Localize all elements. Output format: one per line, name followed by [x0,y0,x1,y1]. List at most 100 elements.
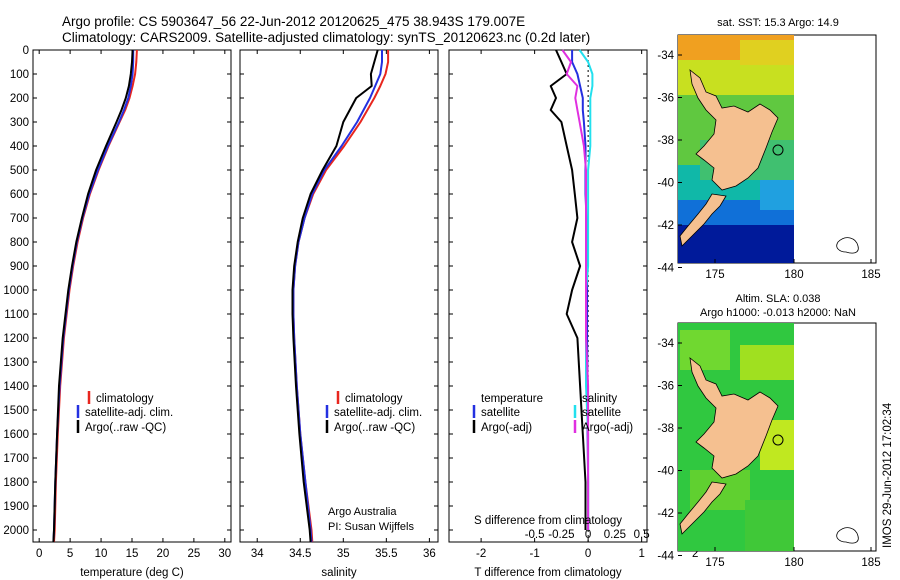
legend-label: satellite-adj. clim. [334,407,422,419]
sla-map-title-line2: Argo h1000: -0.013 h2000: NaN [700,307,856,319]
y-tick-label: 1600 [3,429,29,441]
nz-north-island [689,69,779,191]
top-x-tick-label: 0.5 [634,529,650,541]
legend-label: Argo(-adj) [582,422,633,434]
salinity-annotation-line2: PI: Susan Wijffels [328,521,414,533]
nz-north-island [689,357,779,479]
top-x-tick-label: 0.25 [604,529,626,541]
map-y-tick-label: -36 [657,93,674,105]
y-tick-label: 700 [10,213,29,225]
nz-south-island [679,193,727,247]
sst-map-axes: 175 180 185 -34 -36 -38 -40 -42 -44 [657,50,880,281]
legend-title-salinity: salinity [582,393,617,405]
map-x-tick-label: 180 [784,557,803,569]
x-tick-label: 2 [692,548,698,560]
x-tick-label: 34 [251,548,264,560]
top-x-tick-label: -0.25 [548,529,574,541]
series-line-satellite-adj-clim- [292,50,383,543]
legend-label: satellite-adj. clim. [85,407,173,419]
y-tick-label: 600 [10,189,29,201]
x-tick-label: -1 [530,548,540,560]
sla-heatmap-patch [740,345,794,380]
y-tick-label: 1000 [3,285,29,297]
map-x-tick-label: 175 [705,557,724,569]
y-tick-label: 1900 [3,501,29,513]
map-y-tick-label: -34 [657,338,674,350]
difference-plot-frame [448,49,648,543]
difference-legend: temperature salinity satellite Argo(-adj… [472,393,633,434]
x-tick-label: -2 [476,548,486,560]
map-x-tick-label: 185 [861,557,880,569]
top-x-tick-label: -0.5 [525,529,545,541]
y-tick-label: 900 [10,261,29,273]
sst-heatmap-band [678,225,794,263]
y-tick-label: 1500 [3,405,29,417]
x-tick-label: 10 [95,548,108,560]
temperature-axis-label: temperature (deg C) [80,567,184,579]
map-y-tick-label: -38 [657,423,674,435]
temperature-plot: 0100200300400500600700800900100011001200… [3,45,231,560]
x-tick-label: 36 [423,548,436,560]
map-x-tick-label: 180 [784,269,803,281]
map-y-tick-label: -40 [657,466,674,478]
x-tick-label: 35.5 [375,548,397,560]
y-tick-label: 1800 [3,477,29,489]
difference-axis-label: T difference from climatology [474,567,621,579]
legend-label: Argo(-adj) [481,422,532,434]
series-line-s-satellite [578,49,594,530]
salinity-legend: climatology satellite-adj. clim. Argo(..… [325,391,422,434]
series-line-s-argo-adj- [561,49,590,530]
series-line-t-argo-adj- [549,49,587,530]
map-y-tick-label: -36 [657,381,674,393]
y-tick-label: 800 [10,237,29,249]
difference-top-axis-label: S difference from climatology [474,515,622,527]
imos-timestamp: IMOS 29-Jun-2012 17:02:34 [882,402,894,548]
x-tick-label: 5 [67,548,73,560]
figure-title-line1: Argo profile: CS 5903647_56 22-Jun-2012 … [62,14,525,29]
sla-map-axes: 175 180 185 -34 -36 -38 -40 -42 -44 [657,338,880,569]
x-tick-label: 0 [36,548,42,560]
sla-map-title-line1: Altim. SLA: 0.038 [736,293,821,305]
legend-label: satellite [582,407,621,419]
legend-title-temperature: temperature [481,393,543,405]
series-line-climatology [292,50,390,543]
y-tick-label: 1400 [3,381,29,393]
temperature-plot-frame [32,49,232,543]
legend-label: climatology [96,393,154,405]
x-tick-label: 35 [337,548,350,560]
sst-heatmap-patch [760,180,794,210]
y-tick-label: 500 [10,165,29,177]
y-tick-label: 400 [10,141,29,153]
series-line-argo-raw-qc- [52,49,134,543]
y-tick-label: 200 [10,93,29,105]
y-tick-label: 2000 [3,525,29,537]
figure-title-line2: Climatology: CARS2009. Satellite-adjuste… [62,30,590,45]
series-line-satellite-adj-clim- [52,50,135,543]
map-x-tick-label: 185 [861,269,880,281]
y-tick-label: 0 [23,45,29,57]
sla-heatmap-patch [680,330,730,370]
temperature-legend: climatology satellite-adj. clim. Argo(..… [76,391,173,434]
salinity-axis-label: salinity [321,567,356,579]
x-tick-label: 20 [157,548,170,560]
map-y-tick-label: -38 [657,135,674,147]
map-y-tick-label: -44 [657,263,674,275]
sst-map-title: sat. SST: 15.3 Argo: 14.9 [717,17,839,29]
sst-heatmap-patch [740,40,794,65]
map-y-tick-label: -42 [657,508,674,520]
legend-label: climatology [345,393,403,405]
map-x-tick-label: 175 [705,269,724,281]
salinity-plot-frame [239,49,439,543]
x-tick-label: 25 [187,548,200,560]
y-tick-label: 1200 [3,333,29,345]
sla-heatmap-patch [745,500,794,551]
legend-label: satellite [481,407,520,419]
salinity-plot: 34 34.5 35 35.5 36 [240,49,438,560]
legend-label: Argo(..raw -QC) [85,422,166,434]
map-y-tick-label: -42 [657,220,674,232]
y-tick-label: 100 [10,69,29,81]
map-y-tick-label: -34 [657,50,674,62]
series-line-argo-raw-qc- [291,49,379,543]
salinity-annotation-line1: Argo Australia [328,506,397,518]
